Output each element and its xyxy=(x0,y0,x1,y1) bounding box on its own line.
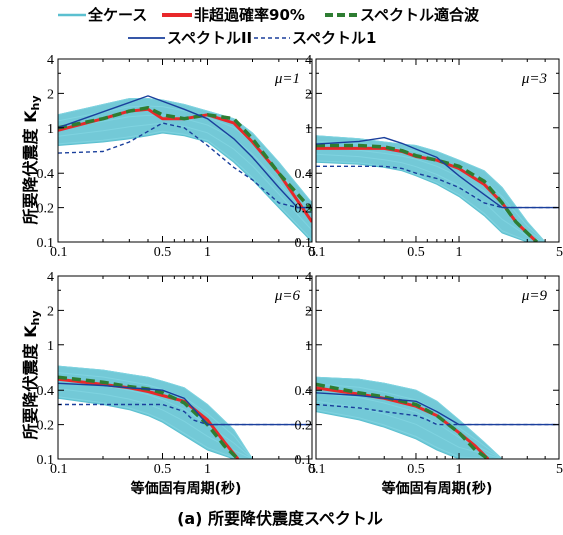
fit-wave-line xyxy=(316,382,490,459)
y-tick-label-0-1: 0.1 xyxy=(295,236,313,251)
spectrum-1-line xyxy=(316,165,559,209)
case-line-3 xyxy=(316,383,503,459)
y-tick-label-2: 2 xyxy=(305,87,312,102)
y-tick-label-4: 4 xyxy=(47,53,54,68)
y-tick-label-0-1: 0.1 xyxy=(37,453,55,468)
x-tick-label-1: 1 xyxy=(456,462,463,477)
y-axis-title: 所要降伏震度 Khy 所要降伏震度 Khy xyxy=(21,96,42,440)
plot-area xyxy=(316,376,559,459)
y-tick-label-2: 2 xyxy=(305,304,312,319)
case-line-2 xyxy=(316,392,503,459)
spectrum-1-line xyxy=(316,403,559,426)
case-line-4 xyxy=(58,98,312,204)
y-tick-label-0-4: 0.4 xyxy=(37,167,55,182)
legend-label-spec1: スペクトル1 xyxy=(292,29,376,47)
x-tick-label-5: 5 xyxy=(309,462,316,477)
y-tick-label-1: 1 xyxy=(47,122,54,137)
all-cases-band xyxy=(316,135,546,242)
case-line-4 xyxy=(316,376,503,459)
fit-wave-line xyxy=(58,375,240,459)
y-tick-label-0-2: 0.2 xyxy=(37,419,55,434)
x-tick-label-0-1: 0.1 xyxy=(50,245,68,260)
case-line-3 xyxy=(58,372,253,459)
spectrum-ii-line xyxy=(58,95,312,209)
x-tick-label-5: 5 xyxy=(309,245,316,260)
y-tick-label-1: 1 xyxy=(305,339,312,354)
case-line-0 xyxy=(58,130,312,241)
case-line-4 xyxy=(316,135,546,242)
fit-wave-line xyxy=(316,143,539,242)
mu-label: μ=3 xyxy=(521,71,547,87)
y-tick-label-0-2: 0.2 xyxy=(295,419,313,434)
non-exceed-90-line xyxy=(58,377,240,459)
x-tick-label-1: 1 xyxy=(204,245,211,260)
plot-area xyxy=(58,95,312,242)
plot-area xyxy=(58,365,312,459)
spectrum-1-line xyxy=(58,403,312,426)
case-line-0 xyxy=(316,409,503,459)
y-tick-label-2: 2 xyxy=(47,304,54,319)
panel-frame xyxy=(57,58,313,243)
x-tick-label-5: 5 xyxy=(556,462,563,477)
x-tick-label-5: 5 xyxy=(556,245,563,260)
y-tick-label-0-4: 0.4 xyxy=(37,384,55,399)
panel-frame xyxy=(57,275,313,460)
y-axis-label-bottom: 所要降伏震度 Khy xyxy=(21,311,42,440)
y-tick-label-4: 4 xyxy=(305,270,312,285)
case-line-0 xyxy=(316,160,546,242)
case-line-4 xyxy=(58,365,253,459)
y-tick-label-4: 4 xyxy=(305,53,312,68)
case-line-1 xyxy=(58,122,312,231)
y-tick-label-0-1: 0.1 xyxy=(37,236,55,251)
case-line-0 xyxy=(58,396,253,459)
y-tick-label-1: 1 xyxy=(47,339,54,354)
legend-label-non-exceed: 非超過確率90% xyxy=(194,6,305,24)
case-line-2 xyxy=(58,380,253,459)
y-tick-label-2: 2 xyxy=(47,87,54,102)
y-tick-label-0-2: 0.2 xyxy=(37,202,55,217)
y-tick-label-0-4: 0.4 xyxy=(295,167,313,182)
panel-frame xyxy=(315,275,560,460)
legend-label-all-cases: 全ケース xyxy=(87,6,147,24)
y-tick-label-1: 1 xyxy=(305,122,312,137)
x-axis-label-left: 等価固有周期(秒) xyxy=(131,480,242,497)
legend-label-spec2: スペクトルII xyxy=(167,29,252,47)
x-tick-label-0-5: 0.5 xyxy=(407,462,425,477)
x-tick-label-0-1: 0.1 xyxy=(308,462,326,477)
spectrum-ii-line xyxy=(316,136,559,209)
mu-label: μ=1 xyxy=(274,71,300,87)
spectrum-1-line xyxy=(58,122,312,209)
x-axis-label-right: 等価固有周期(秒) xyxy=(382,480,493,497)
mu-label: μ=9 xyxy=(521,288,548,304)
case-line-1 xyxy=(316,153,546,242)
panel-frame xyxy=(315,58,560,243)
x-tick-label-0-5: 0.5 xyxy=(154,245,172,260)
x-tick-label-0-1: 0.1 xyxy=(308,245,326,260)
x-tick-label-0-5: 0.5 xyxy=(407,245,425,260)
x-tick-label-0-1: 0.1 xyxy=(50,462,68,477)
y-tick-label-0-4: 0.4 xyxy=(295,384,313,399)
legend-label-fit: スペクトル適合波 xyxy=(360,6,480,24)
x-tick-label-1: 1 xyxy=(204,462,211,477)
fit-wave-line xyxy=(58,105,312,212)
x-tick-label-0-5: 0.5 xyxy=(154,462,172,477)
y-tick-label-4: 4 xyxy=(47,270,54,285)
y-axis-label-top: 所要降伏震度 Khy xyxy=(21,96,42,225)
spectrum-ii-line xyxy=(316,392,559,426)
y-tick-label-0-1: 0.1 xyxy=(295,453,313,468)
figure-caption: (a) 所要降伏震度スペクトル xyxy=(177,509,383,528)
legend: 全ケース 非超過確率90% スペクトル適合波 スペクトルII スペクトル1 xyxy=(58,6,480,47)
plot-area xyxy=(316,135,559,242)
y-tick-label-0-2: 0.2 xyxy=(295,202,313,217)
x-tick-label-1: 1 xyxy=(456,245,463,260)
mu-label: μ=6 xyxy=(274,288,301,304)
